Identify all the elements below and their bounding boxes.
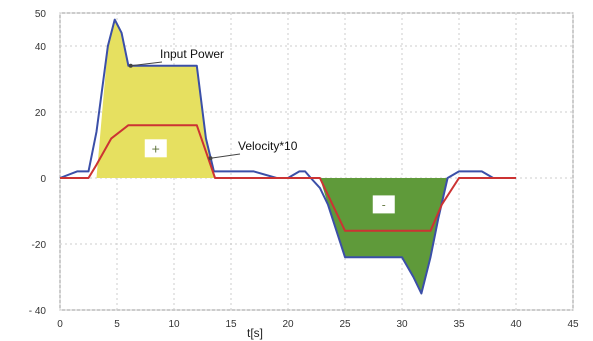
sign-label-1: -	[382, 198, 386, 211]
y-tick-label-2: 0	[40, 174, 46, 185]
x-axis-label: t[s]	[247, 326, 263, 340]
sign-label-0: +	[151, 142, 160, 155]
x-tick-label-20: 20	[282, 319, 294, 330]
annotation-leader-1	[210, 153, 241, 159]
sign-box-0	[144, 139, 167, 158]
x-tick-label-45: 45	[567, 319, 579, 330]
annotations: Input Power Velocity*10	[128, 47, 298, 161]
y-tick-label-3: 20	[35, 108, 47, 119]
sign-box-1	[372, 195, 395, 214]
x-tick-label-15: 15	[225, 319, 237, 330]
x-tick-label-5: 5	[114, 319, 120, 330]
x-tick-label-0: 0	[57, 319, 63, 330]
y-tick-label-0: - 40	[29, 306, 47, 317]
region-negative	[319, 178, 448, 294]
annotation-input-power: Input Power	[160, 47, 224, 61]
y-tick-label-1: -20	[32, 240, 47, 251]
x-tick-label-30: 30	[396, 319, 408, 330]
y-tick-labels: - 40 -20 0 20 40 50	[29, 9, 47, 317]
y-tick-label-5: 50	[35, 9, 47, 20]
series-line-input-power	[59, 18, 516, 295]
x-tick-label-35: 35	[453, 319, 465, 330]
annotation-marker-0	[128, 63, 133, 68]
annotation-velocity: Velocity*10	[238, 139, 298, 153]
x-tick-label-10: 10	[168, 319, 180, 330]
x-tick-labels: 0 5 10 15 20 25 30 35 40 45	[57, 319, 579, 330]
series-line-velocity	[60, 124, 516, 232]
x-tick-label-40: 40	[510, 319, 522, 330]
annotation-leader-0	[130, 61, 163, 67]
annotation-marker-1	[208, 156, 213, 161]
series-lines	[59, 18, 516, 295]
y-tick-label-4: 40	[35, 42, 47, 53]
x-tick-label-25: 25	[339, 319, 351, 330]
